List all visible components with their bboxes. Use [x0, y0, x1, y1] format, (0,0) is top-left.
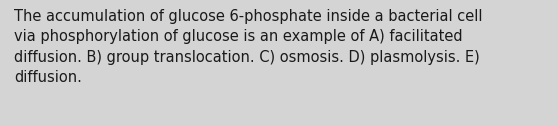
Text: The accumulation of glucose 6-phosphate inside a bacterial cell
via phosphorylat: The accumulation of glucose 6-phosphate … [14, 9, 483, 85]
